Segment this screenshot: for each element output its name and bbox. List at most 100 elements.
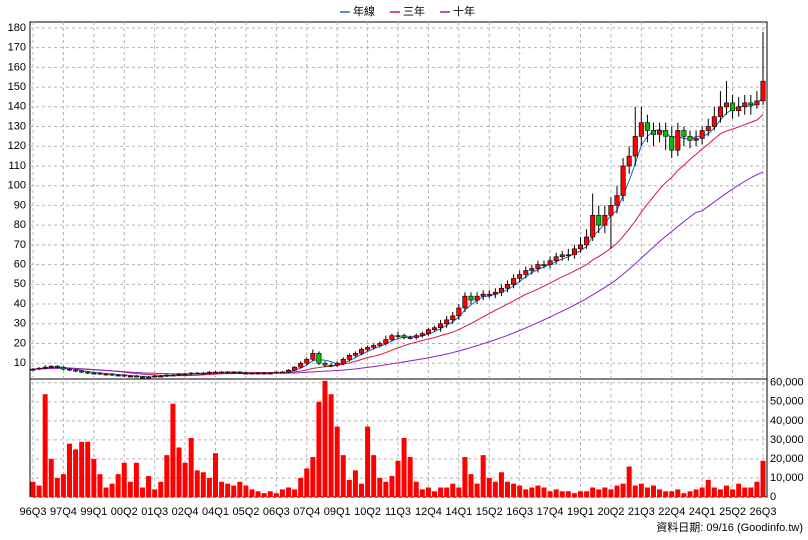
candle-body bbox=[340, 358, 346, 364]
y2-tick-label: 60,000 bbox=[770, 377, 804, 389]
candle-body bbox=[395, 335, 401, 337]
x-tick-label: 02Q4 bbox=[172, 506, 199, 518]
candle-body bbox=[553, 256, 559, 261]
volume-bar bbox=[97, 474, 103, 497]
y2-tick-label: 0 bbox=[770, 491, 776, 503]
candle-body bbox=[608, 205, 614, 216]
candle-body bbox=[115, 374, 121, 377]
volume-bar bbox=[115, 474, 121, 497]
candle-body bbox=[285, 369, 291, 373]
candle-body bbox=[590, 214, 596, 238]
candle-body bbox=[407, 337, 413, 339]
candle-body bbox=[541, 264, 547, 266]
volume-bar bbox=[164, 455, 170, 497]
x-tick-label: 14Q1 bbox=[445, 506, 472, 518]
y-tick-label: 30 bbox=[14, 318, 26, 330]
candle-body bbox=[559, 254, 565, 258]
x-tick-label: 26Q3 bbox=[750, 506, 777, 518]
candle-body bbox=[200, 372, 206, 375]
candle-body bbox=[146, 376, 152, 379]
candle-body bbox=[219, 371, 225, 374]
y-tick-label: 110 bbox=[8, 160, 26, 172]
volume-bar bbox=[517, 485, 523, 497]
volume-bar bbox=[255, 491, 261, 497]
volume-bar bbox=[754, 481, 760, 497]
candle-body bbox=[523, 270, 529, 275]
candle-body bbox=[60, 366, 66, 370]
x-tick-label: 11Q3 bbox=[385, 506, 411, 518]
candle-body bbox=[152, 375, 158, 378]
x-tick-label: 22Q4 bbox=[658, 506, 685, 518]
volume-bar bbox=[547, 491, 553, 497]
candle-body bbox=[687, 136, 693, 141]
volume-bar bbox=[693, 489, 699, 497]
volume-bar bbox=[450, 483, 456, 497]
volume-bar bbox=[365, 426, 371, 497]
y-tick-label: 20 bbox=[14, 337, 26, 349]
candle-body bbox=[644, 122, 650, 131]
candle-body bbox=[492, 291, 498, 295]
y-tick-label: 120 bbox=[8, 140, 26, 152]
y2-tick-label: 20,000 bbox=[770, 453, 804, 465]
volume-bar bbox=[206, 477, 212, 497]
volume-bar bbox=[663, 491, 669, 497]
candle-body bbox=[194, 372, 200, 375]
candle-body bbox=[213, 371, 219, 374]
candle-body bbox=[517, 274, 523, 279]
volume-bar bbox=[121, 462, 127, 497]
volume-bar bbox=[48, 458, 54, 497]
candle-body bbox=[267, 372, 273, 375]
volume-bar bbox=[231, 485, 237, 497]
candle-body bbox=[48, 365, 54, 368]
candle-body bbox=[316, 353, 322, 364]
volume-bar bbox=[699, 487, 705, 497]
y-tick-label: 90 bbox=[14, 199, 26, 211]
candle-body bbox=[736, 106, 742, 112]
y-tick-label: 180 bbox=[8, 22, 26, 34]
candle-body bbox=[243, 372, 249, 375]
candle-body bbox=[620, 165, 626, 196]
volume-bar bbox=[681, 493, 687, 497]
volume-bar bbox=[614, 485, 620, 497]
volume-bar bbox=[334, 426, 340, 497]
legend-label: 十年 bbox=[453, 4, 475, 18]
volume-bar bbox=[419, 489, 425, 497]
candle-body bbox=[352, 353, 358, 356]
volume-bar bbox=[152, 489, 158, 497]
volume-bar bbox=[432, 491, 437, 497]
x-tick-label: 19Q1 bbox=[567, 506, 594, 518]
volume-bar bbox=[742, 487, 748, 497]
volume-bar bbox=[626, 466, 632, 497]
candle-body bbox=[206, 371, 212, 374]
candle-body bbox=[237, 371, 243, 374]
y2-tick-label: 50,000 bbox=[770, 396, 804, 408]
volume-bar bbox=[219, 481, 225, 497]
candle-body bbox=[754, 100, 760, 106]
volume-bar bbox=[146, 476, 152, 497]
candle-body bbox=[699, 130, 705, 139]
volume-bar bbox=[553, 489, 559, 497]
volume-bar bbox=[237, 481, 243, 497]
volume-bar bbox=[486, 477, 492, 497]
candle-body bbox=[371, 345, 377, 348]
volume-bar bbox=[389, 476, 395, 497]
volume-bar bbox=[127, 481, 133, 497]
candle-body bbox=[419, 333, 425, 336]
candle-body bbox=[498, 287, 504, 293]
candle-body bbox=[669, 136, 675, 151]
volume-bar bbox=[340, 455, 346, 497]
volume-bar bbox=[571, 493, 577, 497]
candle-body bbox=[571, 248, 577, 256]
volume-bar bbox=[286, 487, 291, 497]
candle-body bbox=[377, 343, 383, 346]
candle-body bbox=[310, 353, 316, 360]
candle-body bbox=[97, 372, 103, 375]
y-tick-label: 50 bbox=[14, 278, 26, 290]
candle-body bbox=[462, 295, 468, 309]
volume-bar bbox=[176, 447, 182, 497]
candle-body bbox=[249, 372, 255, 375]
candle-body bbox=[255, 372, 261, 375]
volume-bar bbox=[590, 487, 596, 497]
volume-bar bbox=[505, 481, 510, 497]
volume-bar bbox=[644, 487, 650, 497]
